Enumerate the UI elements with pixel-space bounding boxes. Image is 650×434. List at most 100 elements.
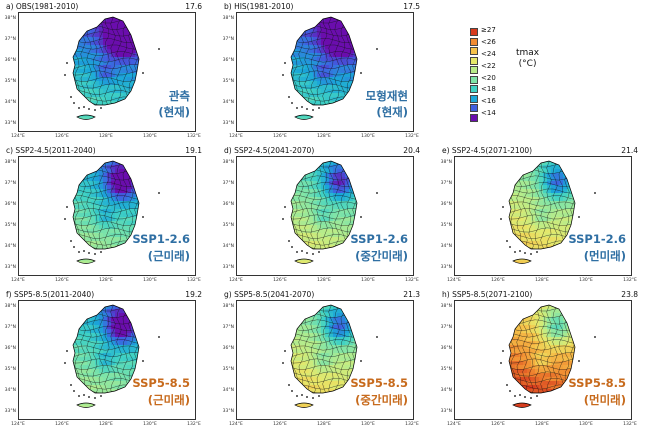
temperature-cell — [87, 329, 92, 334]
temperature-cell — [333, 117, 338, 120]
temperature-cell — [293, 273, 297, 276]
temperature-cell — [305, 361, 310, 366]
temperature-cell — [277, 125, 281, 129]
island-dot — [73, 390, 75, 392]
temperature-cell — [277, 257, 281, 261]
temperature-cell — [555, 249, 560, 254]
temperature-cell — [147, 65, 151, 69]
temperature-cell — [297, 193, 302, 198]
panel-title: d) SSP2-4.5(2041-2070) — [224, 146, 315, 155]
temperature-cell — [357, 301, 361, 305]
temperature-cell — [277, 105, 281, 109]
temperature-cell — [91, 73, 96, 78]
legend-tick-label: <18 — [481, 85, 496, 94]
temperature-cell — [333, 37, 338, 42]
temperature-cell — [111, 77, 116, 82]
temperature-cell — [317, 17, 322, 18]
temperature-cell — [309, 65, 314, 70]
temperature-cell — [91, 369, 96, 374]
temperature-map-svg — [500, 160, 596, 264]
temperature-cell — [139, 13, 143, 17]
temperature-cell — [107, 209, 112, 214]
longitude-tick-label: 126°E — [55, 422, 69, 427]
temperature-cell — [95, 305, 100, 310]
temperature-cell — [309, 121, 313, 125]
temperature-cell — [107, 169, 112, 174]
temperature-cell — [579, 205, 583, 209]
temperature-cell — [99, 73, 104, 78]
temperature-cell — [291, 229, 294, 234]
temperature-cell — [95, 209, 100, 214]
temperature-cell — [277, 77, 281, 81]
temperature-cell — [297, 269, 301, 273]
temperature-cell — [111, 113, 116, 118]
temperature-cell — [509, 193, 512, 198]
temperature-cell — [127, 337, 132, 342]
temperature-cell — [365, 353, 369, 357]
temperature-cell — [567, 193, 572, 198]
temperature-cell — [111, 393, 116, 398]
temperature-cell — [119, 217, 124, 222]
temperature-cell — [115, 165, 120, 170]
temperature-cell — [345, 185, 350, 190]
temperature-cell — [321, 377, 326, 382]
temperature-cell — [531, 261, 536, 264]
temperature-cell — [345, 53, 350, 58]
temperature-cell — [321, 217, 326, 222]
temperature-cell — [59, 77, 63, 81]
temperature-cell — [67, 417, 71, 420]
temperature-cell — [301, 373, 306, 378]
temperature-cell — [119, 25, 124, 30]
temperature-cell — [309, 97, 314, 102]
temperature-cell — [79, 381, 84, 386]
district-line — [73, 365, 139, 370]
temperature-cell — [143, 13, 147, 17]
island-dot — [284, 62, 286, 64]
temperature-cell — [143, 205, 147, 209]
temperature-cell — [341, 225, 346, 230]
temperature-cell — [73, 109, 76, 114]
temperature-cell — [119, 373, 124, 378]
temperature-cell — [329, 73, 334, 78]
temperature-cell — [131, 29, 136, 34]
temperature-cell — [107, 161, 112, 162]
temperature-cell — [301, 17, 306, 22]
temperature-cell — [87, 205, 92, 210]
panel-mean-value: 17.6 — [185, 2, 202, 11]
temperature-cell — [87, 161, 92, 166]
temperature-cell — [305, 189, 310, 194]
temperature-cell — [103, 341, 108, 346]
temperature-cell — [63, 77, 67, 81]
temperature-cell — [67, 409, 71, 413]
temperature-cell — [297, 21, 302, 26]
temperature-cell — [353, 125, 357, 129]
temperature-cell — [135, 129, 139, 132]
temperature-cell — [317, 225, 322, 230]
temperature-cell — [277, 189, 281, 193]
temperature-cell — [73, 405, 76, 408]
temperature-cell — [135, 93, 139, 98]
island-dot — [301, 250, 303, 252]
temperature-cell — [115, 209, 120, 214]
temperature-cell — [567, 161, 572, 166]
temperature-cell — [531, 177, 536, 182]
temperature-cell — [349, 357, 354, 362]
temperature-cell — [293, 93, 298, 98]
temperature-cell — [147, 113, 151, 117]
temperature-cell — [305, 217, 310, 222]
temperature-cell — [87, 325, 92, 330]
temperature-cell — [99, 185, 104, 190]
temperature-cell — [67, 169, 71, 173]
temperature-cell — [357, 341, 361, 345]
temperature-cell — [107, 197, 112, 202]
temperature-cell — [293, 193, 298, 198]
temperature-cell — [277, 333, 281, 337]
temperature-cell — [293, 129, 297, 132]
temperature-cell — [135, 225, 139, 230]
temperature-cell — [559, 249, 564, 254]
temperature-cell — [555, 205, 560, 210]
temperature-cell — [575, 225, 579, 229]
temperature-cell — [285, 125, 289, 129]
temperature-cell — [127, 17, 132, 18]
island-dot — [506, 240, 508, 242]
